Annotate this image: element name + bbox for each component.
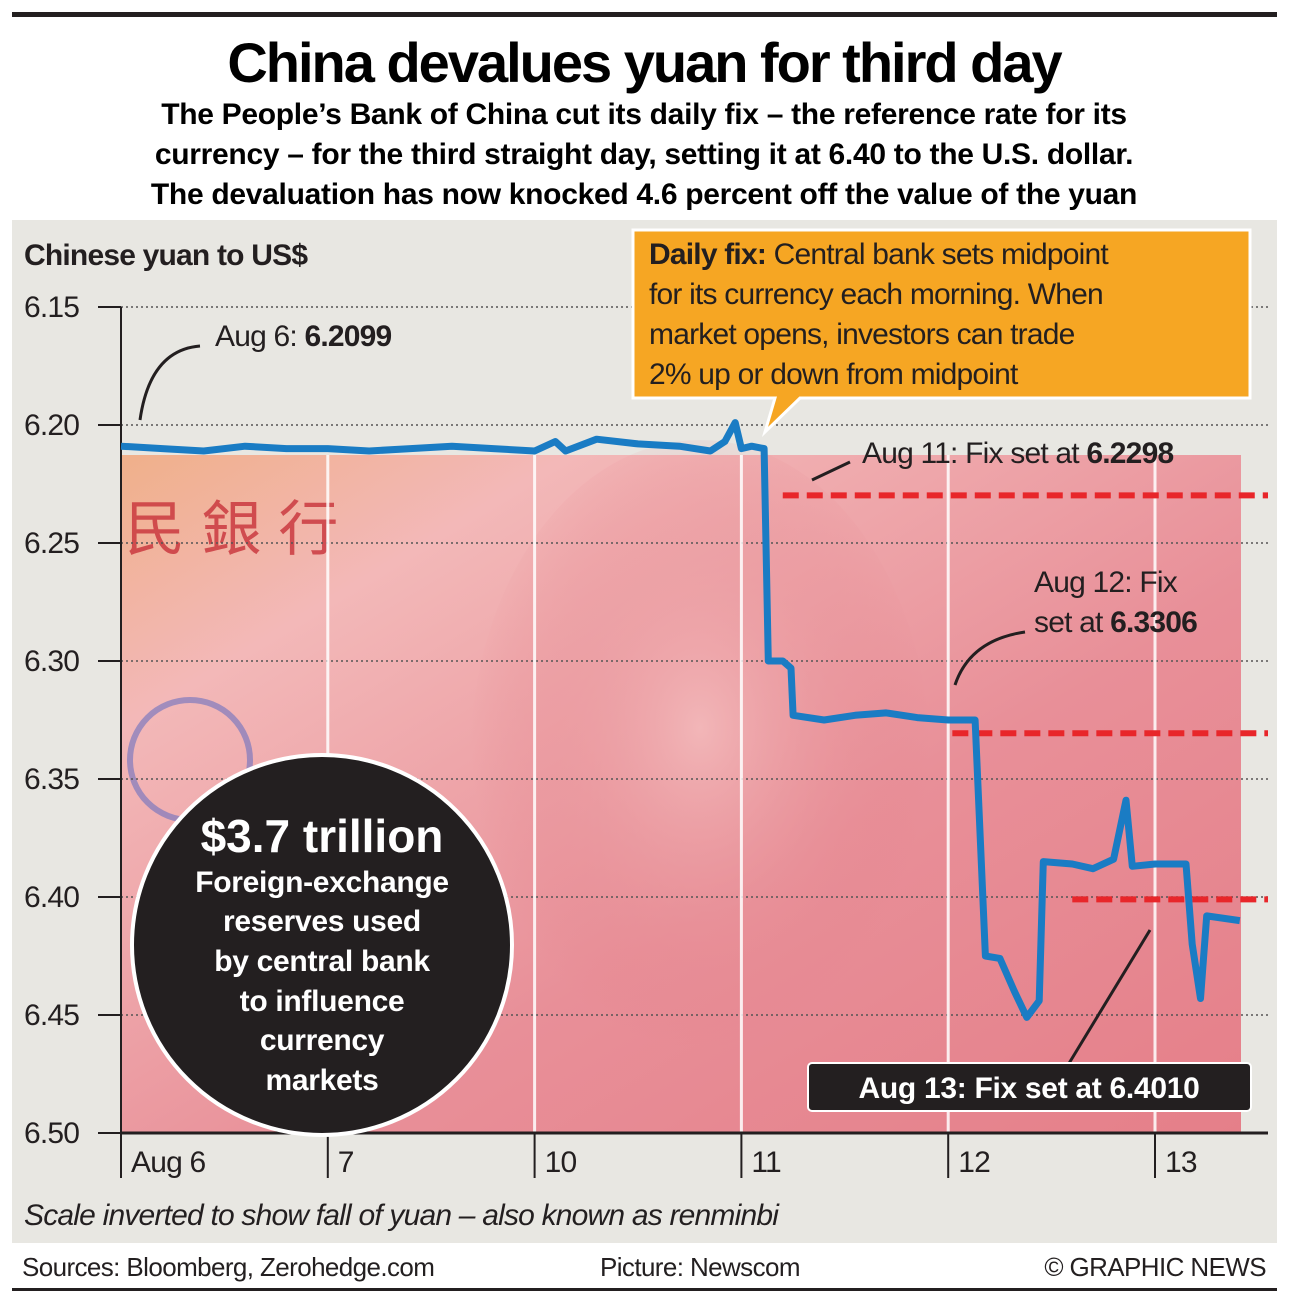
graphic-news-credit: © GRAPHIC NEWS [1044,1252,1266,1282]
y-tick-label: 6.30 [24,645,79,678]
daily-fix-callout: Daily fix: Central bank sets midpoint fo… [631,228,1252,438]
svg-text:2% up or down from midpoint: 2% up or down from midpoint [649,358,1019,391]
aug12-fix-label-2: set at 6.3306 [1034,606,1197,639]
x-tick-label: 10 [545,1146,577,1179]
svg-text:for its currency each morning.: for its currency each morning. When [649,278,1103,311]
fix-lines [782,492,1268,903]
aug11-arrow [811,460,851,482]
y-axis: 6.15 6.20 6.25 6.30 6.35 6.40 6.45 6.50 [24,291,122,1150]
aug12-fix-label-1: Aug 12: Fix [1034,566,1178,599]
svg-text:Foreign-exchange: Foreign-exchange [195,866,449,899]
aug6-label: Aug 6: 6.2099 [215,320,392,353]
aug12-arrow [953,630,1026,686]
y-tick-label: 6.45 [24,999,79,1032]
svg-text:by central bank: by central bank [214,945,430,978]
y-tick-label: 6.25 [24,527,79,560]
y-tick-label: 6.40 [24,881,79,914]
svg-text:to influence: to influence [240,985,405,1018]
sources: Sources: Bloomberg, Zerohedge.com [22,1252,434,1282]
svg-text:market opens, investors can tr: market opens, investors can trade [649,318,1075,351]
picture-credit: Picture: Newscom [600,1252,800,1282]
y-tick-label: 6.50 [24,1117,79,1150]
aug13-arrow [1066,929,1152,1066]
series-line [120,419,1241,1021]
subtitle-line-3: The devaluation has now knocked 4.6 perc… [151,178,1137,211]
x-tick-label: Aug 6 [131,1146,206,1179]
x-tick-label: 12 [958,1146,990,1179]
y-axis-title: Chinese yuan to US$ [24,239,308,272]
svg-text:Daily fix: Central bank sets m: Daily fix: Central bank sets midpoint [649,238,1109,271]
svg-text:markets: markets [266,1064,379,1097]
reserves-circle: $3.7 trillion Foreign-exchange reserves … [130,753,514,1137]
y-tick-label: 6.35 [24,763,79,796]
svg-text:reserves used: reserves used [223,905,421,938]
x-tick-label: 13 [1165,1146,1197,1179]
y-tick-label: 6.20 [24,409,79,442]
svg-text:民 銀 行: 民 銀 行 [125,496,338,563]
svg-text:Aug 13: Fix set at 6.4010: Aug 13: Fix set at 6.4010 [859,1072,1200,1105]
svg-text:currency: currency [260,1024,385,1057]
top-rule [12,12,1277,17]
subtitle-line-1: The People’s Bank of China cut its daily… [161,98,1127,131]
aug6-arrow [138,344,201,421]
aug13-fix-label: Aug 13: Fix set at 6.4010 [807,1062,1252,1112]
aug11-fix-label: Aug 11: Fix set at 6.2298 [862,437,1173,470]
chart-title: China devalues yuan for third day [227,31,1062,94]
scale-note: Scale inverted to show fall of yuan – al… [24,1199,780,1232]
x-tick-label: 7 [338,1146,354,1179]
svg-text:$3.7 trillion: $3.7 trillion [201,810,444,862]
x-tick-label: 11 [751,1146,781,1179]
y-tick-label: 6.15 [24,291,79,324]
subtitle-line-2: currency – for the third straight day, s… [155,138,1133,171]
bottom-rule [12,1288,1277,1291]
